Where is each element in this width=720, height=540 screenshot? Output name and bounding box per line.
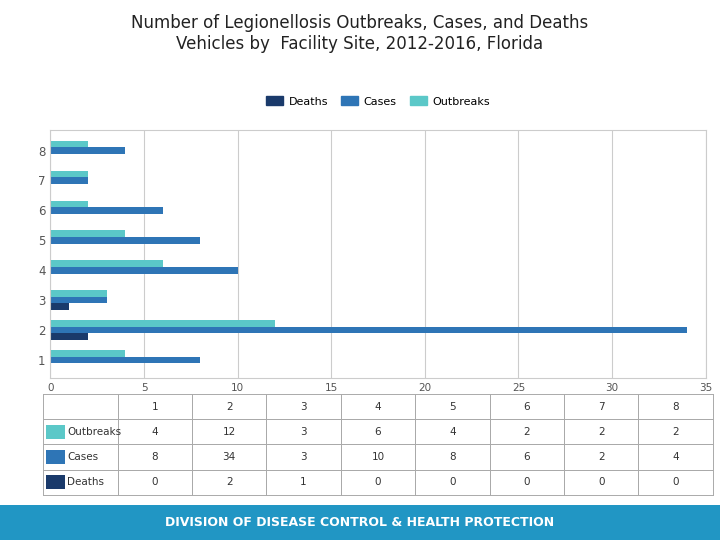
Text: 6: 6 xyxy=(523,402,530,412)
Text: 0: 0 xyxy=(151,477,158,487)
Text: 1: 1 xyxy=(151,402,158,412)
FancyBboxPatch shape xyxy=(46,450,65,464)
Legend: Deaths, Cases, Outbreaks: Deaths, Cases, Outbreaks xyxy=(262,92,494,111)
Text: 6: 6 xyxy=(374,427,382,437)
Text: Number of Legionellosis Outbreaks, Cases, and Deaths: Number of Legionellosis Outbreaks, Cases… xyxy=(131,14,589,31)
Bar xyxy=(50,357,200,363)
Text: Deaths: Deaths xyxy=(67,477,104,487)
Bar xyxy=(50,297,107,303)
Text: 5: 5 xyxy=(449,402,456,412)
Text: 7: 7 xyxy=(598,402,605,412)
Text: DIVISION OF DISEASE CONTROL & HEALTH PROTECTION: DIVISION OF DISEASE CONTROL & HEALTH PRO… xyxy=(166,516,554,529)
Text: Outbreaks: Outbreaks xyxy=(67,427,121,437)
Bar xyxy=(50,147,125,154)
Text: 6: 6 xyxy=(523,452,530,462)
Bar xyxy=(50,200,88,207)
Bar xyxy=(50,207,163,214)
Bar xyxy=(50,267,238,274)
Text: 34: 34 xyxy=(222,452,236,462)
Text: 4: 4 xyxy=(672,452,679,462)
Text: 3: 3 xyxy=(300,452,307,462)
Bar xyxy=(50,237,200,244)
FancyBboxPatch shape xyxy=(46,425,65,439)
Text: 12: 12 xyxy=(222,427,236,437)
Text: 2: 2 xyxy=(672,427,679,437)
Text: 8: 8 xyxy=(672,402,679,412)
Bar xyxy=(50,141,88,147)
Text: 3: 3 xyxy=(300,427,307,437)
Text: 2: 2 xyxy=(598,452,605,462)
Bar xyxy=(50,291,107,297)
Text: Cases: Cases xyxy=(67,452,98,462)
Text: 4: 4 xyxy=(449,427,456,437)
Text: 4: 4 xyxy=(374,402,382,412)
Bar xyxy=(50,350,125,357)
Text: 8: 8 xyxy=(449,452,456,462)
Text: 0: 0 xyxy=(523,477,530,487)
Text: 2: 2 xyxy=(226,402,233,412)
Bar xyxy=(50,320,275,327)
Text: 3: 3 xyxy=(300,402,307,412)
Bar xyxy=(50,260,163,267)
Text: 8: 8 xyxy=(151,452,158,462)
Text: 2: 2 xyxy=(523,427,530,437)
Text: 2: 2 xyxy=(226,477,233,487)
Bar xyxy=(50,171,88,177)
Text: 4: 4 xyxy=(151,427,158,437)
Text: 0: 0 xyxy=(672,477,679,487)
Text: 0: 0 xyxy=(449,477,456,487)
Bar xyxy=(50,333,88,340)
Text: Vehicles by  Facility Site, 2012-2016, Florida: Vehicles by Facility Site, 2012-2016, Fl… xyxy=(176,35,544,53)
Text: 2: 2 xyxy=(598,427,605,437)
Bar xyxy=(50,327,687,333)
Bar xyxy=(50,177,88,184)
Text: 1: 1 xyxy=(300,477,307,487)
Text: 0: 0 xyxy=(374,477,382,487)
FancyBboxPatch shape xyxy=(0,505,720,540)
Text: 10: 10 xyxy=(372,452,384,462)
Bar xyxy=(50,231,125,237)
FancyBboxPatch shape xyxy=(46,475,65,489)
Text: 0: 0 xyxy=(598,477,605,487)
Bar xyxy=(50,303,69,310)
